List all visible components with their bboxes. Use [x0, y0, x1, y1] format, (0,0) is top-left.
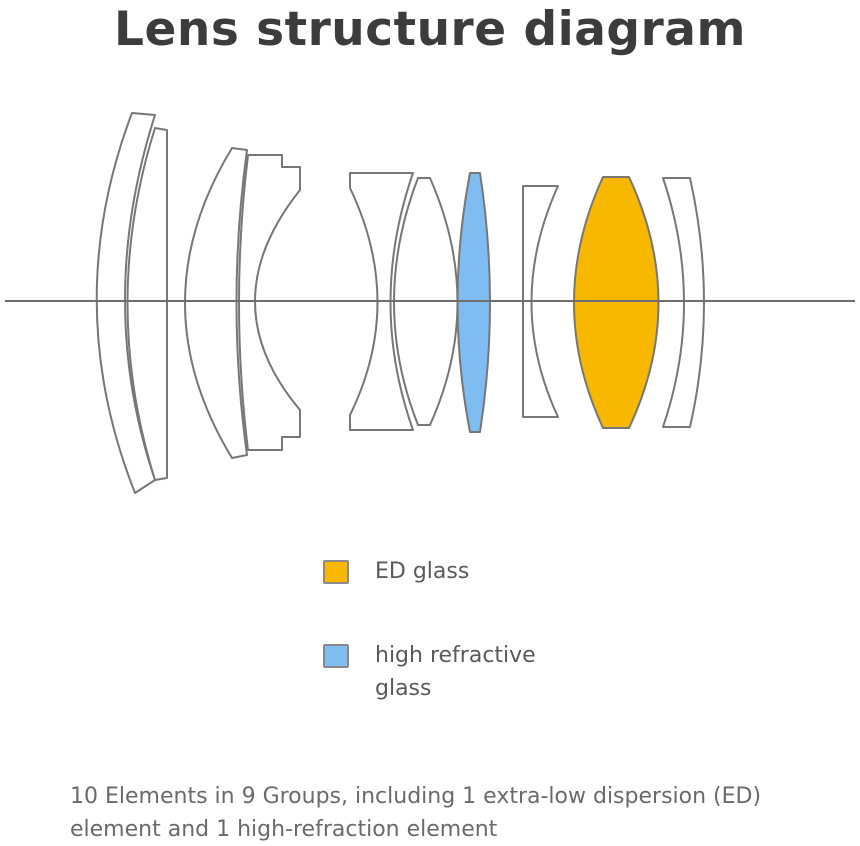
ed-glass-swatch [323, 560, 349, 584]
legend-high-refractive-glass: high refractive glass [323, 644, 575, 705]
lens-element-9-ed [574, 177, 659, 428]
high-refractive-swatch [323, 644, 349, 668]
lens-element-10 [663, 178, 704, 427]
lens-caption: 10 Elements in 9 Groups, including 1 ext… [70, 780, 850, 846]
lens-element-4 [239, 155, 300, 450]
high-refractive-label: high refractive glass [375, 639, 575, 705]
ed-glass-label: ED glass [375, 555, 469, 588]
lens-diagram [0, 100, 860, 520]
lens-element-7-high-refractive [458, 173, 491, 432]
page-title: Lens structure diagram [0, 2, 860, 57]
legend-ed-glass: ED glass [323, 560, 469, 588]
lens-element-3 [185, 148, 247, 458]
